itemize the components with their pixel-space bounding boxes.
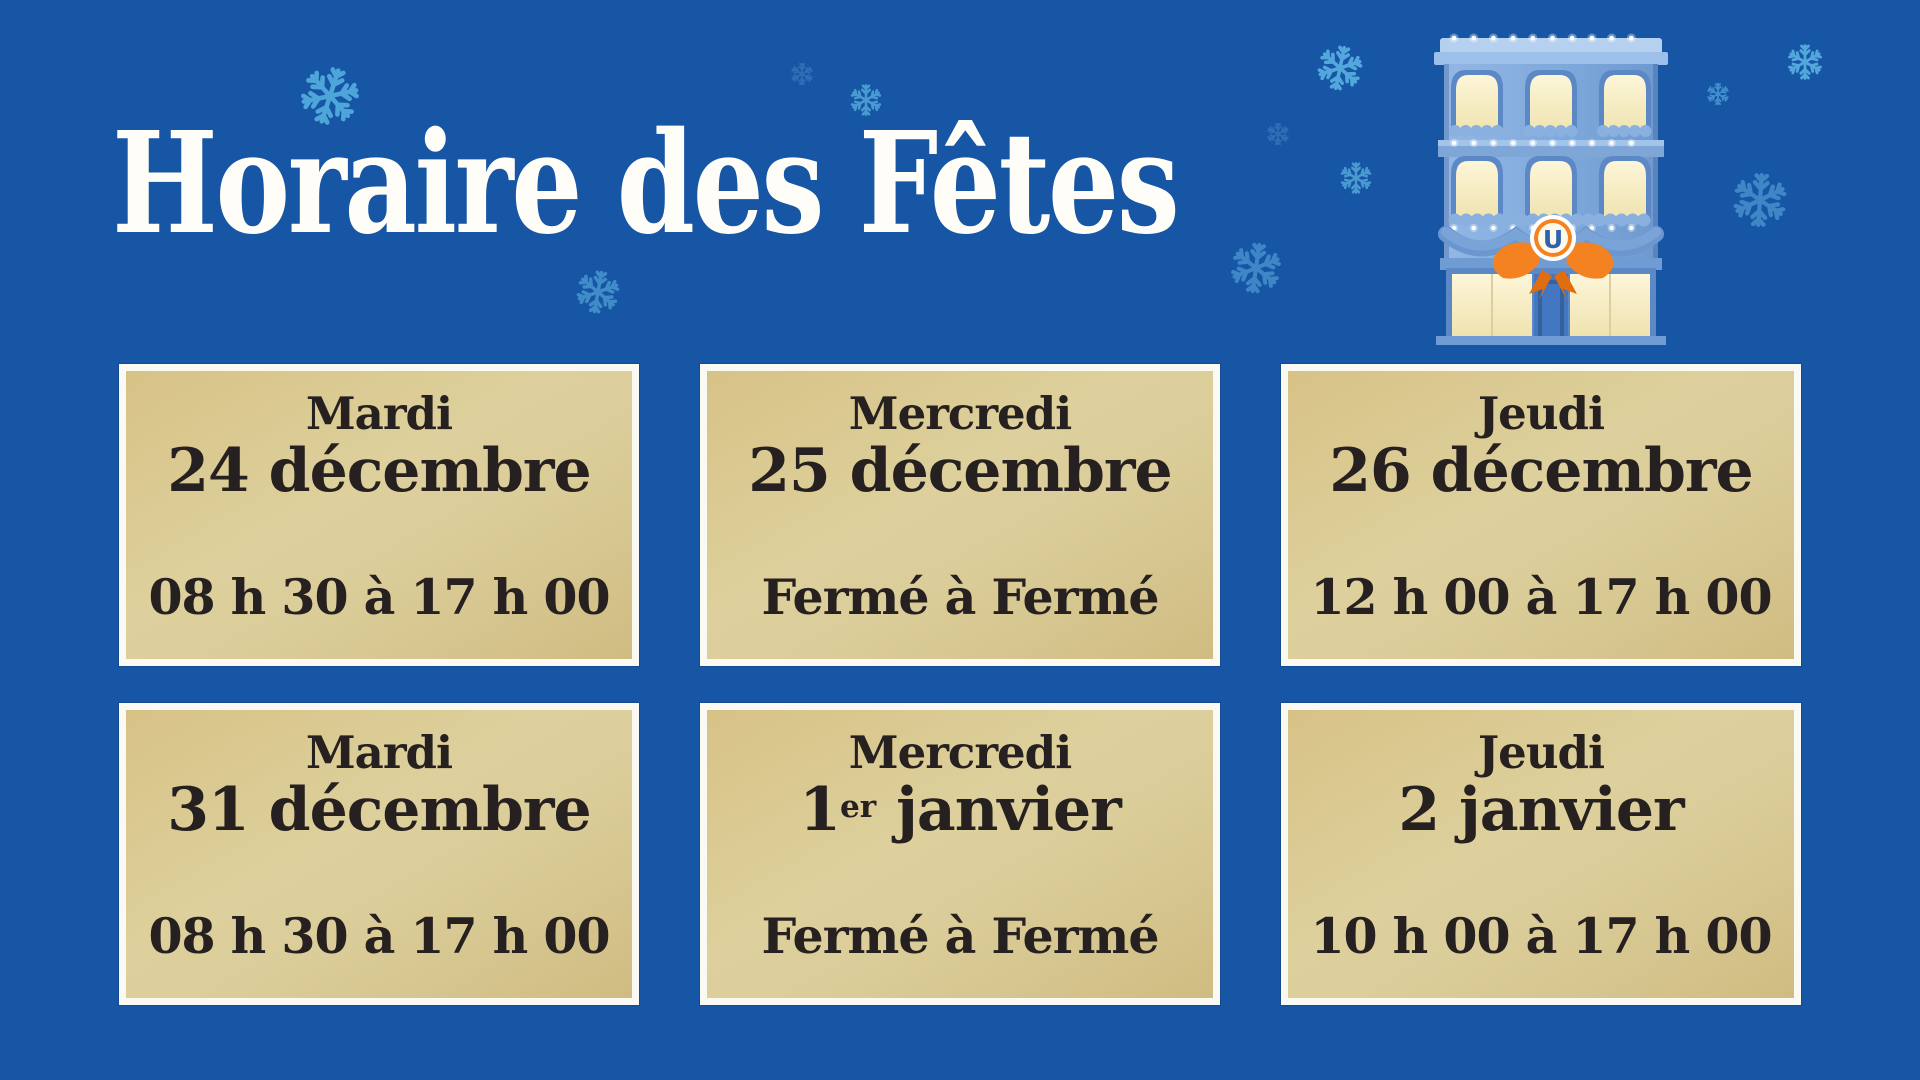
card-hours-label: 10 h 00 à 17 h 00 xyxy=(1310,906,1772,965)
card-day-label: Jeudi xyxy=(1477,387,1605,440)
card-day-label: Mardi xyxy=(305,387,453,440)
card-date-text: 31 décembre xyxy=(167,775,591,846)
hours-card: Jeudi 2 janvier 10 h 00 à 17 h 00 xyxy=(1281,703,1801,1005)
building-windows-top xyxy=(1449,70,1655,137)
card-date-text: janvier xyxy=(876,775,1122,846)
snowflake-icon xyxy=(1786,43,1824,81)
ribbon-bow xyxy=(1492,242,1614,300)
card-date-text: 2 janvier xyxy=(1398,775,1684,846)
hours-cards-grid: Mardi 24 décembre 08 h 30 à 17 h 00 Merc… xyxy=(119,364,1801,1005)
card-day-label: Mardi xyxy=(305,726,453,779)
card-date-label: 25 décembre xyxy=(748,436,1172,507)
store-logo-badge: U xyxy=(1530,215,1576,261)
card-hours-label: Fermé à Fermé xyxy=(761,567,1159,626)
card-day-label: Mercredi xyxy=(848,726,1072,779)
card-hours-label: 08 h 30 à 17 h 00 xyxy=(148,567,610,626)
building-ledge xyxy=(1438,139,1664,157)
hours-card: Mercredi 1er janvier Fermé à Fermé xyxy=(700,703,1220,1005)
store-building-illustration: U xyxy=(1430,30,1672,345)
card-hours-label: 08 h 30 à 17 h 00 xyxy=(148,906,610,965)
snowflake-icon xyxy=(571,265,624,318)
card-date-text: 24 décembre xyxy=(167,436,591,507)
card-date-ordinal: er xyxy=(839,789,877,826)
snowflake-icon xyxy=(790,62,814,86)
card-hours-label: Fermé à Fermé xyxy=(761,906,1159,965)
building-storefront xyxy=(1436,258,1666,345)
building-roof xyxy=(1434,33,1668,65)
hours-card: Jeudi 26 décembre 12 h 00 à 17 h 00 xyxy=(1281,364,1801,666)
snowflake-icon xyxy=(1706,82,1730,106)
card-date-label: 1er janvier xyxy=(799,775,1122,846)
store-logo-letter: U xyxy=(1543,225,1563,254)
card-hours-label: 12 h 00 à 17 h 00 xyxy=(1310,567,1772,626)
card-date-text: 26 décembre xyxy=(1329,436,1753,507)
snowflake-icon xyxy=(1339,161,1373,195)
card-date-text: 25 décembre xyxy=(748,436,1172,507)
card-date-label: 26 décembre xyxy=(1329,436,1753,507)
snowflake-icon xyxy=(1729,169,1791,231)
page-title: Horaire des Fêtes xyxy=(112,102,1180,266)
snowflake-icon xyxy=(1226,238,1287,299)
hours-card: Mercredi 25 décembre Fermé à Fermé xyxy=(700,364,1220,666)
card-day-label: Jeudi xyxy=(1477,726,1605,779)
card-date-text: 1 xyxy=(799,775,841,846)
hours-card: Mardi 31 décembre 08 h 30 à 17 h 00 xyxy=(119,703,639,1005)
card-date-label: 31 décembre xyxy=(167,775,591,846)
card-date-label: 24 décembre xyxy=(167,436,591,507)
card-date-label: 2 janvier xyxy=(1398,775,1684,846)
snowflake-icon xyxy=(1312,40,1369,97)
hours-card: Mardi 24 décembre 08 h 30 à 17 h 00 xyxy=(119,364,639,666)
snowflake-icon xyxy=(1266,122,1290,146)
card-day-label: Mercredi xyxy=(848,387,1072,440)
